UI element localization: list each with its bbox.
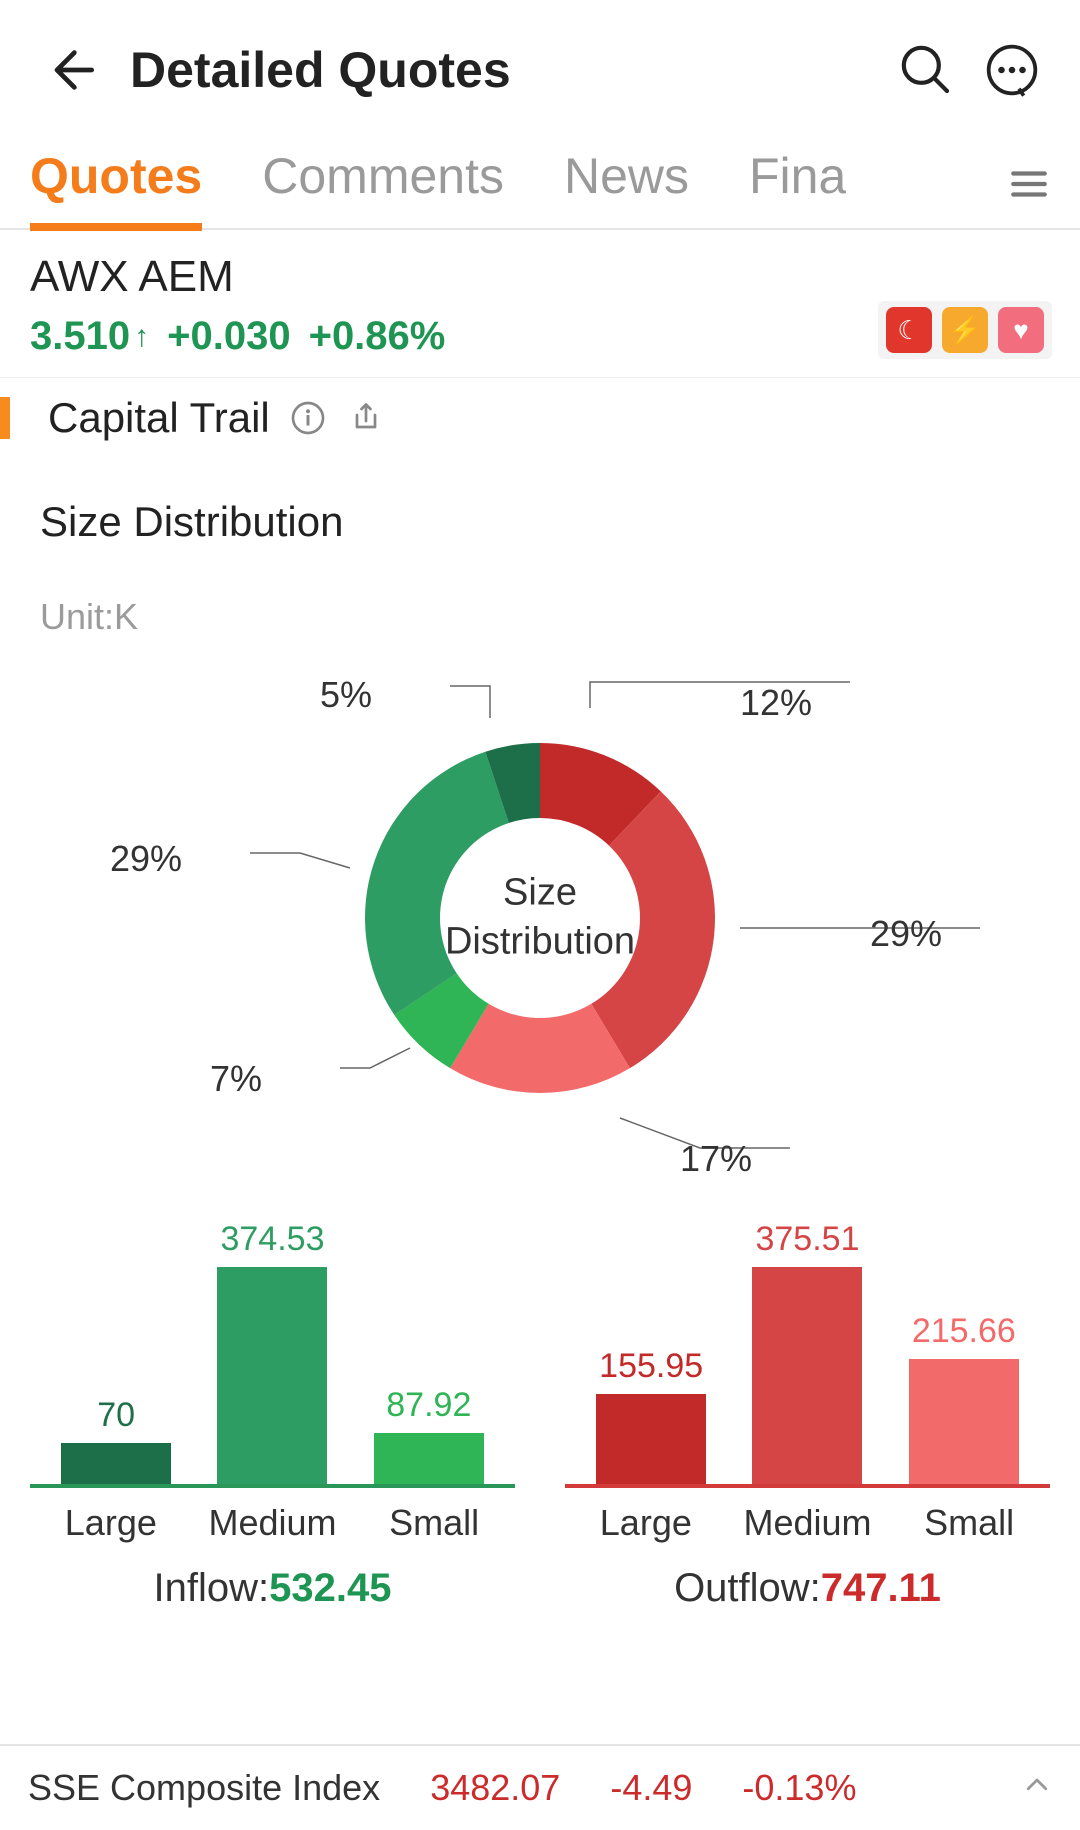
top-bar: Detailed Quotes (0, 0, 1080, 130)
bar-value-label: 375.51 (755, 1220, 859, 1259)
donut-slice-label: 12% (740, 682, 812, 724)
bar-value-label: 374.53 (220, 1220, 324, 1259)
page-title: Detailed Quotes (130, 41, 898, 99)
bar-column: 155.95 (574, 1347, 729, 1484)
tabs-bar: Quotes Comments News Fina (0, 130, 1080, 230)
bar-category-label: Large (566, 1502, 726, 1544)
badge-2[interactable]: ♥ (998, 307, 1044, 353)
tabs-menu-button[interactable] (1008, 163, 1050, 215)
bar-category-label: Medium (192, 1502, 352, 1544)
bar-column: 87.92 (351, 1386, 506, 1484)
search-icon (898, 42, 954, 98)
share-button[interactable] (346, 398, 386, 438)
donut-center-line1: Size (445, 869, 635, 918)
bar-value-label: 87.92 (386, 1386, 471, 1425)
bar-rect (909, 1359, 1019, 1484)
outflow-title: Outflow: (674, 1566, 821, 1610)
arrow-up-icon: ↑ (134, 320, 149, 354)
donut-center-line2: Distribution (445, 918, 635, 967)
badge-1[interactable]: ⚡ (942, 307, 988, 353)
more-icon (984, 42, 1040, 98)
more-button[interactable] (984, 42, 1040, 98)
tab-news[interactable]: News (564, 147, 689, 231)
share-icon (348, 400, 384, 436)
chevron-up-icon (1022, 1767, 1052, 1809)
unit-label: Unit:K (0, 556, 1080, 638)
bar-category-label: Medium (727, 1502, 887, 1544)
inflow-title: Inflow: (154, 1566, 270, 1610)
outflow-value: 747.11 (821, 1566, 941, 1610)
outflow-total: Outflow:747.11 (565, 1566, 1050, 1611)
ticker-change-pct: -0.13% (742, 1767, 856, 1809)
back-arrow-icon (44, 44, 96, 96)
info-icon (290, 400, 326, 436)
section-marker (0, 397, 10, 439)
donut-slice-label: 17% (680, 1138, 752, 1180)
ticker-name: SSE Composite Index (28, 1767, 380, 1809)
inflow-bars: 70374.5387.92 LargeMediumSmall Inflow:53… (30, 1228, 515, 1611)
bar-rect (61, 1443, 171, 1484)
outflow-bars: 155.95375.51215.66 LargeMediumSmall Outf… (565, 1228, 1050, 1611)
ticker-change-abs: -4.49 (610, 1767, 692, 1809)
bar-column: 215.66 (886, 1312, 1041, 1484)
ticker-price: 3482.07 (430, 1767, 560, 1809)
donut-chart: Size Distribution 12% 29% 17% 7% 29% 5% (0, 638, 1080, 1198)
bar-charts-row: 70374.5387.92 LargeMediumSmall Inflow:53… (0, 1198, 1080, 1611)
inflow-value: 532.45 (269, 1566, 391, 1610)
tab-comments[interactable]: Comments (262, 147, 504, 231)
search-button[interactable] (898, 42, 954, 98)
badge-0[interactable]: ☾ (886, 307, 932, 353)
stock-header: AWX AEM 3.510 ↑ +0.030 +0.86% ☾⚡♥ (0, 230, 1080, 378)
inflow-total: Inflow:532.45 (30, 1566, 515, 1611)
donut-slice-label: 7% (210, 1058, 262, 1100)
bar-value-label: 70 (97, 1396, 135, 1435)
stock-price-value: 3.510 (30, 314, 130, 359)
section-header: Capital Trail (0, 378, 1080, 458)
info-button[interactable] (288, 398, 328, 438)
stock-change-pct: +0.86% (309, 314, 446, 359)
tab-quotes[interactable]: Quotes (30, 147, 202, 231)
donut-slice-label: 5% (320, 674, 372, 716)
bar-rect (596, 1394, 706, 1484)
stock-symbol: AWX AEM (30, 252, 1050, 302)
bar-rect (374, 1433, 484, 1484)
donut-slice-label: 29% (110, 838, 182, 880)
bar-category-label: Small (354, 1502, 514, 1544)
bar-value-label: 155.95 (599, 1347, 703, 1386)
bar-column: 375.51 (730, 1220, 885, 1484)
back-button[interactable] (40, 40, 100, 100)
section-title: Capital Trail (48, 394, 270, 442)
bar-column: 374.53 (195, 1220, 350, 1484)
bar-rect (217, 1267, 327, 1484)
bar-column: 70 (39, 1396, 194, 1484)
sub-heading: Size Distribution (0, 458, 1080, 556)
bar-category-label: Small (889, 1502, 1049, 1544)
donut-slice-label: 29% (870, 913, 942, 955)
bar-category-label: Large (31, 1502, 191, 1544)
donut-center-label: Size Distribution (445, 869, 635, 968)
stock-price: 3.510 ↑ (30, 314, 149, 359)
stock-change-abs: +0.030 (167, 314, 290, 359)
bar-value-label: 215.66 (912, 1312, 1016, 1351)
hamburger-icon (1008, 163, 1050, 205)
index-ticker[interactable]: SSE Composite Index 3482.07 -4.49 -0.13% (0, 1744, 1080, 1830)
tab-fina[interactable]: Fina (749, 147, 846, 231)
badge-row: ☾⚡♥ (878, 301, 1052, 359)
bar-rect (752, 1267, 862, 1484)
